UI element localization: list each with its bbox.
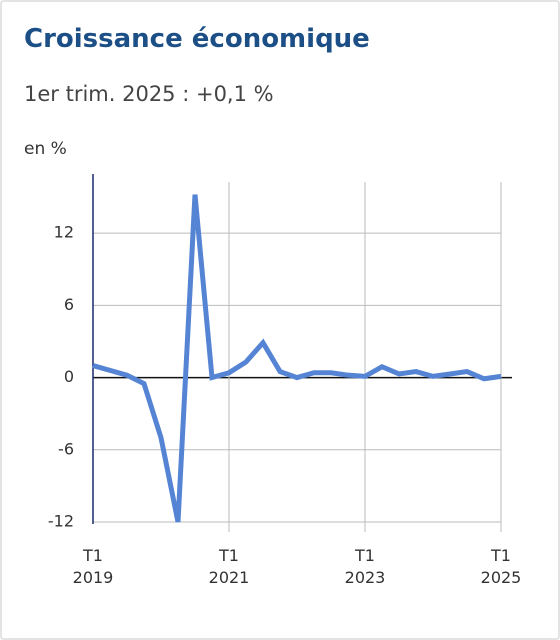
x-tick-label: T1 2021 <box>208 546 250 587</box>
y-tick-label: 6 <box>64 295 74 314</box>
y-tick-label: 12 <box>54 223 74 242</box>
y-tick-label: -12 <box>48 512 74 531</box>
x-tick-label: T1 2019 <box>72 546 114 587</box>
chart-title: Croissance économique <box>24 24 370 54</box>
y-tick-label: 0 <box>64 367 74 386</box>
x-tick-label: T1 2023 <box>344 546 386 587</box>
y-axis-label: en % <box>24 139 67 159</box>
y-tick-label: -6 <box>58 439 74 458</box>
x-tick-label: T1 2025 <box>480 546 522 587</box>
chart-subtitle: 1er trim. 2025 : +0,1 % <box>24 82 274 106</box>
line-series <box>92 194 502 523</box>
